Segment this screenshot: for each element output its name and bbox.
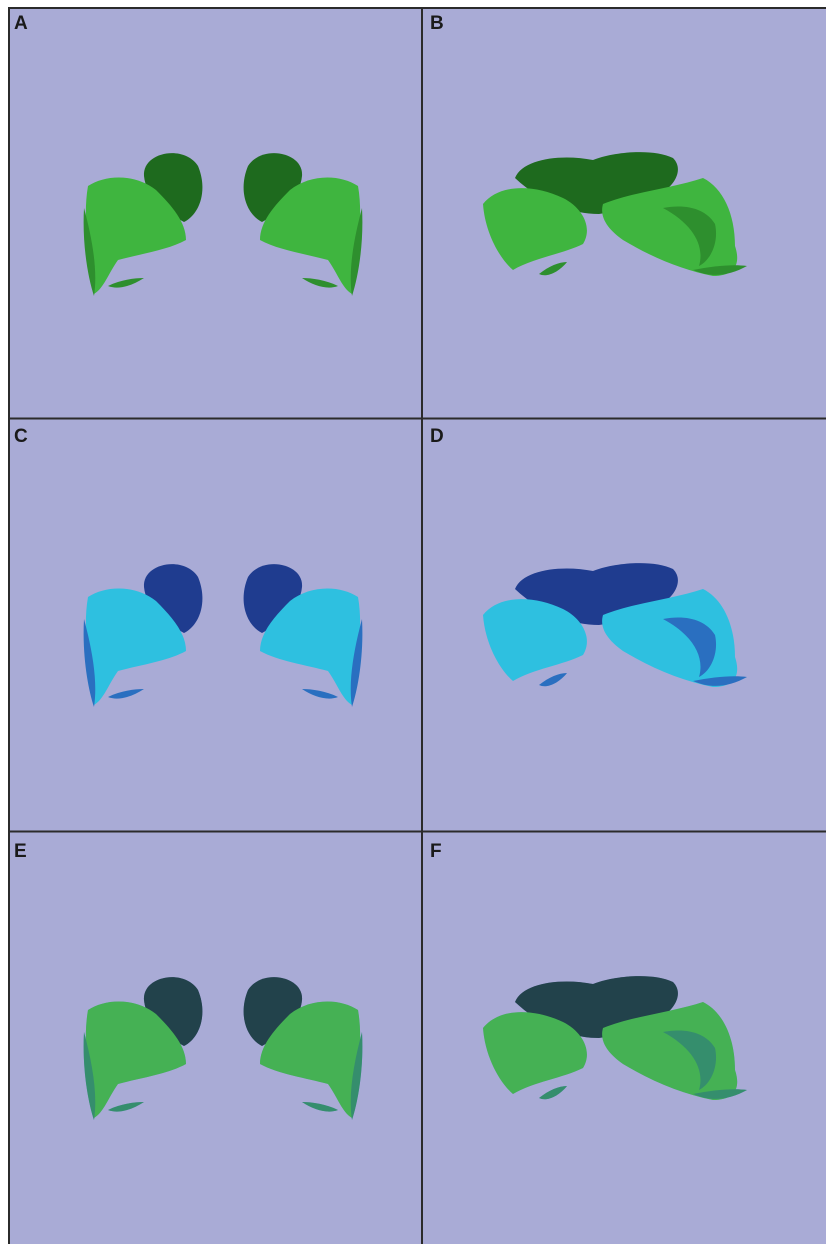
panel-label: D	[430, 426, 444, 447]
panel-label: A	[14, 13, 28, 34]
panel-label: E	[14, 841, 27, 862]
figure: A B C D E F	[0, 0, 826, 1244]
panel-label: F	[430, 841, 442, 862]
panel-label: C	[14, 426, 28, 447]
panel-label: B	[430, 13, 444, 34]
